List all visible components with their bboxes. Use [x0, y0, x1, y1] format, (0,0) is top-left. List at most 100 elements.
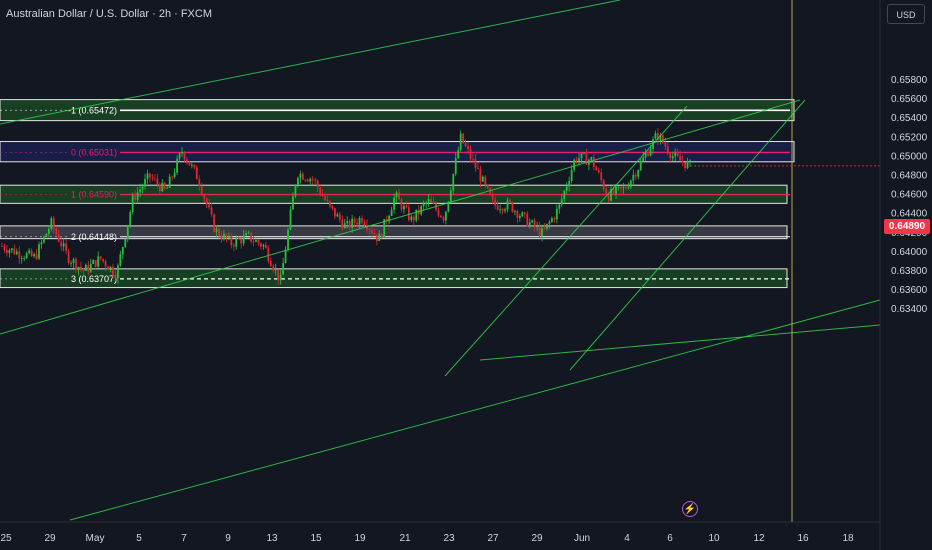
candle-body[interactable] [149, 173, 151, 178]
candle-body[interactable] [129, 212, 132, 225]
candle-body[interactable] [491, 194, 494, 200]
candle-body[interactable] [462, 133, 465, 144]
candle-body[interactable] [314, 179, 317, 181]
candle-body[interactable] [321, 194, 324, 197]
candle-body[interactable] [341, 219, 344, 229]
candle-body[interactable] [654, 133, 657, 140]
candle-body[interactable] [67, 250, 70, 264]
candle-body[interactable] [410, 216, 413, 221]
candle-body[interactable] [8, 250, 11, 253]
candle-body[interactable] [131, 195, 134, 213]
candle-body[interactable] [55, 228, 58, 235]
candle-body[interactable] [257, 240, 260, 244]
candle-body[interactable] [193, 164, 196, 168]
candle-body[interactable] [610, 189, 612, 201]
candle-body[interactable] [89, 263, 92, 272]
candle-body[interactable] [444, 211, 447, 221]
candle-body[interactable] [324, 196, 326, 200]
candle-body[interactable] [383, 219, 386, 237]
candle-body[interactable] [380, 233, 383, 237]
candle-body[interactable] [494, 199, 497, 206]
candle-body[interactable] [620, 186, 622, 189]
candle-body[interactable] [264, 244, 267, 249]
candle-body[interactable] [235, 238, 238, 247]
candle-body[interactable] [479, 169, 482, 182]
candle-body[interactable] [260, 243, 262, 247]
candle-body[interactable] [75, 259, 77, 270]
candle-body[interactable] [10, 248, 13, 251]
candle-body[interactable] [452, 173, 455, 191]
candle-body[interactable] [684, 162, 686, 169]
candle-body[interactable] [506, 200, 509, 210]
candle-body[interactable] [178, 153, 181, 159]
candle-body[interactable] [338, 214, 341, 220]
candle-body[interactable] [420, 206, 423, 215]
candle-body[interactable] [282, 263, 285, 275]
candle-body[interactable] [644, 153, 647, 158]
candle-body[interactable] [671, 156, 674, 159]
candle-body[interactable] [398, 192, 400, 200]
candle-body[interactable] [353, 218, 356, 223]
candle-body[interactable] [575, 159, 578, 162]
candle-body[interactable] [336, 214, 339, 217]
candle-body[interactable] [511, 202, 514, 212]
zone-blue[interactable] [0, 141, 795, 163]
candle-body[interactable] [319, 187, 322, 195]
candle-body[interactable] [378, 233, 381, 242]
candle-body[interactable] [208, 204, 211, 208]
candle-body[interactable] [560, 199, 563, 205]
candle-body[interactable] [484, 176, 487, 185]
candle-body[interactable] [126, 224, 129, 239]
candle-body[interactable] [50, 218, 53, 230]
candle-body[interactable] [664, 142, 667, 147]
candle-body[interactable] [481, 176, 484, 182]
candle-body[interactable] [141, 186, 144, 190]
candle-body[interactable] [657, 133, 659, 140]
candle-body[interactable] [358, 218, 361, 225]
candle-body[interactable] [116, 265, 119, 279]
candle-body[interactable] [109, 266, 112, 270]
rising-wedge-top-line[interactable] [444, 105, 688, 377]
candle-body[interactable] [57, 234, 60, 242]
candle-body[interactable] [279, 274, 282, 281]
candle-body[interactable] [80, 266, 82, 269]
candle-body[interactable] [565, 186, 568, 191]
candle-body[interactable] [297, 178, 299, 185]
candle-body[interactable] [198, 179, 201, 186]
candle-body[interactable] [676, 153, 679, 156]
candle-body[interactable] [437, 209, 440, 216]
candle-body[interactable] [661, 135, 664, 143]
candle-body[interactable] [277, 269, 280, 281]
candle-body[interactable] [240, 238, 243, 244]
candle-body[interactable] [47, 229, 50, 234]
candle-body[interactable] [629, 180, 632, 188]
candle-body[interactable] [681, 160, 684, 163]
candle-body[interactable] [168, 176, 171, 188]
candle-body[interactable] [496, 205, 499, 210]
candle-body[interactable] [33, 254, 35, 257]
candle-body[interactable] [393, 197, 395, 210]
candle-body[interactable] [309, 179, 312, 182]
candle-body[interactable] [289, 209, 292, 230]
candle-body[interactable] [82, 268, 85, 271]
candle-body[interactable] [449, 190, 452, 202]
candle-body[interactable] [521, 212, 524, 217]
candle-body[interactable] [134, 195, 137, 200]
candle-body[interactable] [346, 220, 349, 224]
candle-body[interactable] [457, 150, 460, 159]
candle-body[interactable] [114, 274, 117, 279]
candle-body[interactable] [427, 199, 430, 203]
rising-wedge-bottom-line[interactable] [569, 99, 806, 371]
candle-body[interactable] [25, 253, 28, 259]
candle-body[interactable] [469, 149, 472, 159]
candle-body[interactable] [23, 258, 26, 259]
candle-body[interactable] [373, 233, 376, 235]
candle-body[interactable] [119, 254, 122, 266]
candle-body[interactable] [499, 209, 502, 211]
candle-body[interactable] [501, 209, 504, 211]
candle-body[interactable] [659, 135, 662, 140]
candle-body[interactable] [220, 235, 223, 240]
candle-body[interactable] [607, 194, 610, 201]
candle-body[interactable] [454, 158, 457, 174]
